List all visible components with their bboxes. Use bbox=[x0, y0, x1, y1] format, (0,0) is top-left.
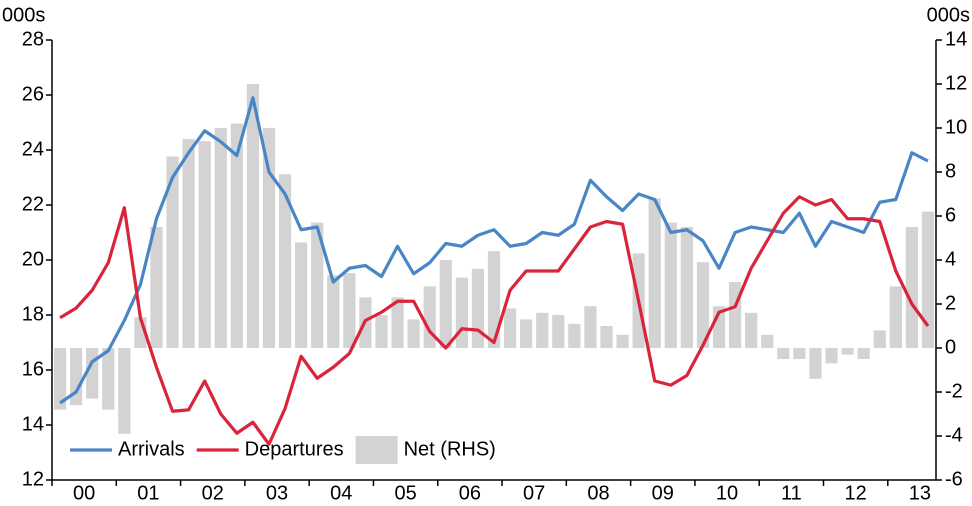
x-tick-label: 03 bbox=[266, 482, 288, 504]
legend-label: Net (RHS) bbox=[404, 438, 496, 460]
bar bbox=[728, 282, 742, 348]
bar bbox=[503, 308, 517, 348]
y-tick-label: 28 bbox=[22, 28, 44, 50]
bar bbox=[86, 348, 99, 399]
bar bbox=[841, 348, 854, 355]
y2-tick-label: 14 bbox=[945, 28, 967, 50]
y2-tick-label: -2 bbox=[945, 380, 963, 402]
x-tick-label: 05 bbox=[394, 482, 416, 504]
bar bbox=[471, 268, 485, 348]
bar bbox=[873, 330, 886, 348]
x-tick-label: 07 bbox=[523, 482, 545, 504]
x-tick-label: 11 bbox=[781, 482, 802, 504]
legend-label: Arrivals bbox=[118, 438, 185, 460]
bar bbox=[664, 222, 677, 348]
y2-tick-label: 0 bbox=[945, 336, 956, 358]
bar bbox=[648, 198, 661, 348]
bar bbox=[198, 141, 211, 348]
bar bbox=[745, 312, 758, 348]
bar bbox=[793, 348, 806, 359]
bar bbox=[53, 348, 67, 410]
y-tick-label: 14 bbox=[22, 413, 44, 435]
bar bbox=[921, 211, 935, 348]
y2-tick-label: 2 bbox=[945, 292, 956, 314]
y-axis-unit: 000s bbox=[2, 4, 45, 26]
bar bbox=[809, 348, 822, 379]
bar bbox=[777, 348, 790, 359]
y2-tick-label: 12 bbox=[945, 72, 967, 94]
bar bbox=[600, 326, 613, 348]
bar bbox=[423, 286, 436, 348]
y-tick-label: 24 bbox=[22, 138, 44, 160]
x-tick-label: 06 bbox=[459, 482, 481, 504]
bar bbox=[311, 222, 324, 348]
y-tick-label: 18 bbox=[22, 303, 44, 325]
legend-label: Departures bbox=[245, 438, 344, 460]
bar bbox=[857, 348, 870, 359]
bar bbox=[150, 227, 163, 348]
bar bbox=[439, 260, 452, 348]
x-tick-label: 00 bbox=[73, 482, 95, 504]
bar bbox=[230, 123, 243, 348]
bar bbox=[262, 128, 276, 348]
bar bbox=[278, 174, 292, 348]
bar bbox=[680, 227, 693, 348]
x-tick-label: 10 bbox=[716, 482, 738, 504]
y2-tick-label: 10 bbox=[945, 116, 967, 138]
x-tick-label: 09 bbox=[652, 482, 674, 504]
bar bbox=[487, 251, 501, 348]
bar bbox=[552, 315, 565, 348]
bar bbox=[568, 323, 581, 348]
y2-tick-label: -6 bbox=[945, 468, 963, 490]
x-tick-label: 13 bbox=[909, 482, 931, 504]
bar bbox=[761, 334, 774, 348]
y2-tick-label: -4 bbox=[945, 424, 963, 446]
y-tick-label: 20 bbox=[22, 248, 44, 270]
x-tick-label: 12 bbox=[845, 482, 867, 504]
bar bbox=[246, 84, 260, 348]
bar bbox=[889, 286, 902, 348]
bar bbox=[584, 306, 597, 348]
bar bbox=[166, 156, 179, 348]
bar bbox=[327, 275, 340, 348]
bar bbox=[391, 297, 404, 348]
y-tick-label: 26 bbox=[22, 83, 44, 105]
bar bbox=[343, 273, 356, 348]
bar bbox=[102, 348, 115, 410]
bar bbox=[455, 277, 468, 348]
bar bbox=[696, 262, 710, 348]
line-series bbox=[59, 96, 929, 405]
bar bbox=[118, 348, 131, 434]
y-tick-label: 12 bbox=[22, 468, 44, 490]
bar bbox=[214, 128, 227, 348]
x-tick-label: 02 bbox=[202, 482, 224, 504]
x-tick-label: 08 bbox=[587, 482, 609, 504]
y2-axis-unit: 000s bbox=[927, 4, 970, 26]
x-tick-label: 01 bbox=[137, 482, 159, 504]
bar bbox=[616, 334, 629, 348]
y-tick-label: 16 bbox=[22, 358, 44, 380]
legend-swatch bbox=[355, 436, 398, 464]
x-tick-label: 04 bbox=[330, 482, 352, 504]
bar bbox=[520, 319, 533, 348]
bar bbox=[295, 242, 308, 348]
y2-tick-label: 8 bbox=[945, 160, 956, 182]
bar bbox=[825, 348, 838, 364]
y2-tick-label: 6 bbox=[945, 204, 956, 226]
y2-tick-label: 4 bbox=[945, 248, 956, 270]
y-tick-label: 22 bbox=[22, 193, 44, 215]
bar bbox=[375, 315, 388, 348]
bar bbox=[70, 348, 83, 406]
line-series bbox=[59, 195, 930, 446]
bar bbox=[905, 227, 918, 348]
bar bbox=[182, 139, 195, 348]
bar bbox=[407, 319, 420, 348]
bar bbox=[536, 312, 549, 348]
